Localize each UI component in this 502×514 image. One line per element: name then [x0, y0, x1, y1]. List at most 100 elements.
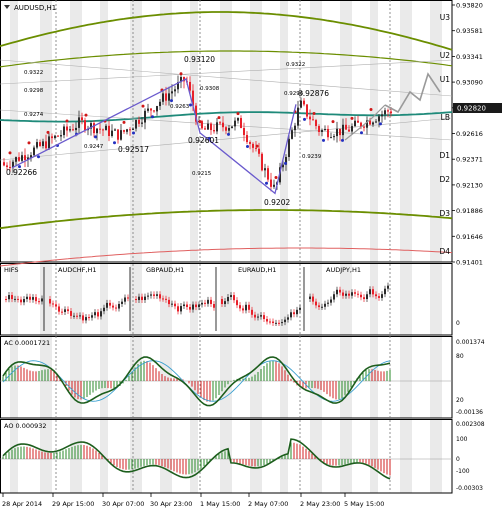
mini-candle — [321, 306, 323, 308]
time-label: 29 Apr 15:00 — [52, 500, 94, 508]
panel-border — [0, 419, 453, 494]
session-band — [340, 336, 352, 418]
candle-body — [21, 155, 23, 161]
candle-body — [219, 122, 221, 124]
mini-candle — [192, 304, 194, 310]
candle-body — [351, 126, 353, 132]
candle-body — [165, 93, 167, 101]
time-label: 5 May 15:00 — [344, 500, 384, 508]
candle-body — [369, 120, 371, 125]
fractal-dot — [360, 131, 363, 135]
candle-body — [105, 125, 107, 131]
mini-candle — [260, 315, 262, 317]
candle-body — [162, 93, 164, 102]
candle-body — [45, 141, 47, 149]
mini-candle — [150, 294, 152, 296]
forecast-path — [344, 104, 386, 141]
candle-body — [273, 184, 275, 187]
candle-body — [120, 130, 122, 140]
candle-body — [99, 128, 101, 130]
mini-candle — [70, 311, 72, 316]
mini-candle — [94, 312, 96, 316]
subpanel2-scale: 20 — [456, 397, 464, 404]
pivot-label: 0.9239 — [302, 154, 322, 160]
time-label: 30 Apr 23:00 — [150, 500, 192, 508]
fractal-dot — [350, 116, 354, 120]
candle-body — [237, 118, 239, 121]
mini-candle — [224, 301, 226, 305]
mini-candle — [32, 297, 34, 300]
mini-candle — [281, 322, 283, 324]
mini-candle — [165, 298, 167, 300]
candle-body — [339, 128, 341, 136]
candle-body — [354, 120, 356, 127]
price-scale-label: 0.91886 — [456, 207, 483, 215]
session-band — [340, 0, 352, 262]
mini-candle — [58, 306, 60, 312]
candle-body — [9, 166, 11, 168]
price-scale-label: 0.93581 — [456, 27, 483, 35]
mini-candle — [312, 296, 314, 302]
mini-candle — [387, 285, 389, 289]
session-band — [340, 263, 352, 335]
candle-body — [192, 90, 194, 106]
mini-candle — [49, 299, 51, 304]
candle-body — [132, 128, 134, 130]
candle-body — [246, 135, 248, 143]
mini-candle — [375, 294, 377, 297]
pivot-label: 0.9202 — [264, 198, 290, 207]
session-band — [160, 0, 172, 262]
subpanel2-scale: 80 — [456, 353, 464, 360]
fractal-dot — [341, 138, 344, 142]
candle-body — [249, 142, 251, 144]
candle-body — [3, 162, 5, 166]
session-band — [280, 419, 288, 493]
mini-candle — [324, 303, 326, 307]
candle-body — [108, 125, 110, 137]
session-band — [430, 263, 442, 335]
mini-candle — [309, 296, 311, 299]
candle-body — [168, 93, 170, 101]
price-scale-label: 0.92371 — [456, 156, 483, 164]
mini-candle — [61, 311, 63, 313]
mini-candle — [290, 312, 292, 318]
pivot-label: 0.9215 — [192, 171, 212, 177]
mini-candle — [360, 294, 362, 298]
candle-body — [378, 116, 380, 122]
pair-label: AUDJPY,H1 — [326, 266, 361, 274]
candle-body — [270, 179, 272, 187]
candle-body — [381, 114, 383, 117]
session-band — [100, 336, 108, 418]
mini-candle — [79, 315, 81, 317]
mini-candle — [330, 299, 332, 303]
mini-candle — [233, 295, 235, 301]
candle-body — [387, 110, 389, 112]
subpanel2-scale: -0.00136 — [456, 409, 483, 416]
mini-candle — [52, 303, 54, 305]
candle-body — [12, 161, 14, 168]
mini-candle — [147, 295, 149, 297]
candle-body — [183, 77, 185, 82]
mini-candle — [245, 304, 247, 311]
pivot-label: 0.9322 — [24, 70, 43, 76]
session-band — [400, 0, 412, 262]
session-band — [190, 336, 198, 418]
mini-candle — [8, 295, 10, 300]
session-band — [370, 336, 378, 418]
time-label: 2 May 07:00 — [248, 500, 288, 508]
mini-candle — [85, 317, 87, 321]
panel-border — [0, 0, 453, 263]
mini-candle — [11, 295, 13, 300]
candle-body — [288, 138, 290, 157]
candle-body — [261, 153, 263, 171]
mini-candle — [381, 294, 383, 298]
pivot-label: 0.92517 — [118, 145, 149, 154]
mini-candle — [221, 299, 223, 305]
fan-line — [0, 117, 453, 161]
fractal-dot — [198, 120, 202, 124]
session-band — [430, 419, 442, 493]
mini-candle — [20, 299, 22, 303]
candle-body — [141, 122, 143, 124]
session-band — [400, 336, 412, 418]
fractal-dot — [255, 144, 259, 148]
